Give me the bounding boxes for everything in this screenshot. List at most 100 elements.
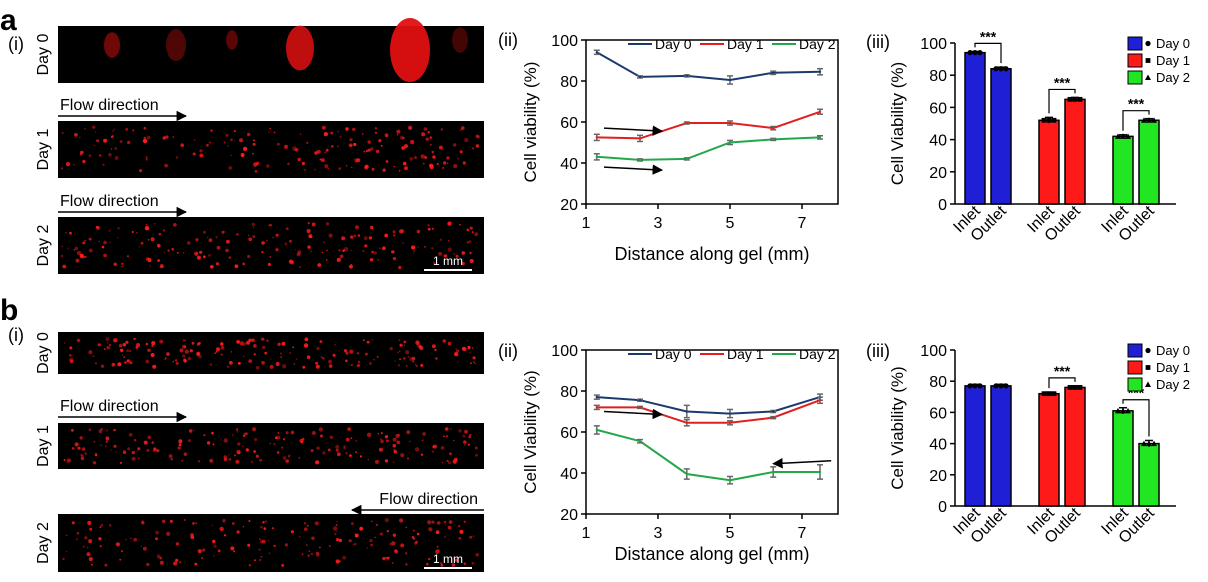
b-cell-dot xyxy=(406,457,410,460)
b-cell-dot xyxy=(129,537,132,540)
a-cell-dot xyxy=(73,164,75,166)
a-cell-dot xyxy=(175,156,179,159)
b-cell-dot xyxy=(435,530,440,534)
b-cell-dot xyxy=(276,435,281,440)
b-cell-dot xyxy=(76,531,80,535)
a-cell-dot xyxy=(326,249,328,251)
b-ii-series-1-point xyxy=(595,406,598,409)
b-cell-dot xyxy=(63,342,66,344)
a-iii-roman-label: (iii) xyxy=(866,32,890,52)
b-cell-dot xyxy=(415,540,419,544)
a-blob-3 xyxy=(286,25,314,71)
a-cell-dot xyxy=(65,162,71,167)
b-cell-dot xyxy=(384,459,389,463)
a-cell-dot xyxy=(84,128,86,130)
a-cell-dot xyxy=(417,246,419,248)
b-cell-dot xyxy=(290,430,295,435)
b-ii-roman-label: (ii) xyxy=(498,341,518,361)
b-cell-dot xyxy=(231,434,234,436)
b-cell-dot xyxy=(374,536,376,539)
b-cell-dot xyxy=(187,439,191,443)
b-ii-series-2-line xyxy=(596,428,820,482)
a-iii-ytick-label: 20 xyxy=(929,165,947,182)
b-cell-dot xyxy=(472,356,476,360)
a-cell-dot xyxy=(275,233,279,237)
b-cell-dot xyxy=(303,527,308,532)
a-cell-dot xyxy=(176,252,179,254)
b-cell-dot xyxy=(174,359,178,362)
a-ii-series-1-line xyxy=(596,110,821,140)
b-cell-dot xyxy=(414,447,420,452)
b-cell-dot xyxy=(71,521,75,525)
b-cell-dot xyxy=(270,358,272,360)
b-iii-bar-3-point xyxy=(1067,385,1073,390)
b-cell-dot xyxy=(246,340,250,345)
a-cell-dot xyxy=(96,139,100,143)
b-cell-dot xyxy=(146,448,150,452)
b-cell-dot xyxy=(115,451,117,453)
b-cell-dot xyxy=(310,449,314,453)
a-strip-1: Day 1 Flow direction xyxy=(35,97,484,178)
b-cell-dot xyxy=(252,427,257,432)
b-cell-dot xyxy=(209,363,213,366)
b-iii-bar-0-point xyxy=(967,383,973,389)
b-cell-dot xyxy=(447,461,452,465)
b-cell-dot xyxy=(379,438,383,441)
b-cell-dot xyxy=(350,364,353,367)
b-cell-dot xyxy=(151,344,154,348)
b-cell-dot xyxy=(369,538,373,543)
b-cell-dot xyxy=(359,526,364,531)
b-cell-dot xyxy=(376,356,379,358)
b-cell-dot xyxy=(124,361,127,364)
a-cell-dot xyxy=(269,223,272,227)
b-cell-dot xyxy=(343,349,348,353)
a-ii-xtick-label: 5 xyxy=(726,215,735,232)
b-cell-dot xyxy=(362,339,365,342)
b-cell-dot xyxy=(440,564,444,567)
b-cell-dot xyxy=(282,438,286,441)
b-cell-dot xyxy=(126,359,130,363)
a-cell-dot xyxy=(459,129,462,132)
a-cell-dot xyxy=(323,241,325,244)
b-iii-bar-3-point xyxy=(1077,385,1083,390)
a-cell-dot xyxy=(306,229,311,233)
a-cell-dot xyxy=(374,127,377,130)
a-cell-dot xyxy=(252,235,256,239)
a-ii-series-0-line xyxy=(596,51,821,82)
a-cell-dot xyxy=(353,234,357,238)
b-cell-dot xyxy=(147,435,152,440)
a-cell-dot xyxy=(413,250,416,252)
b-cell-dot xyxy=(125,538,127,541)
a-ii-series-1-point xyxy=(685,121,688,125)
b-cell-dot xyxy=(88,557,93,562)
b-cell-dot xyxy=(343,447,346,450)
a-cell-dot xyxy=(460,128,462,131)
a-ii-ylabel: Cell viability (%) xyxy=(521,62,540,183)
b-cell-dot xyxy=(391,541,396,546)
a-cell-dot xyxy=(362,133,364,135)
a-cell-dot xyxy=(108,229,111,232)
b-cell-dot xyxy=(320,356,323,359)
a-iii-sig-bracket-2 xyxy=(1122,110,1150,131)
a-cell-dot xyxy=(132,129,135,132)
a-cell-dot xyxy=(171,247,174,251)
b-cell-dot xyxy=(131,456,136,461)
a-cell-dot xyxy=(146,135,151,140)
b-cell-dot xyxy=(385,559,387,561)
b-iii-legend-swatch-0 xyxy=(1127,343,1143,358)
a-cell-dot xyxy=(455,254,459,258)
a-cell-dot xyxy=(253,139,255,142)
a-ii-series-1-point xyxy=(772,126,775,130)
b-cell-dot xyxy=(129,361,133,365)
b-cell-dot xyxy=(136,343,141,347)
b-cell-dot xyxy=(322,451,326,455)
a-cell-dot xyxy=(142,138,148,144)
a-cell-dot xyxy=(103,138,108,143)
a-cell-dot xyxy=(429,163,434,168)
a-cell-dot xyxy=(158,232,162,236)
b-cell-dot xyxy=(190,535,195,539)
b-cell-dot xyxy=(248,564,252,567)
a-cell-dot xyxy=(162,136,166,140)
b-cell-dot xyxy=(82,545,85,548)
b-ii-series-2-point xyxy=(685,472,688,476)
